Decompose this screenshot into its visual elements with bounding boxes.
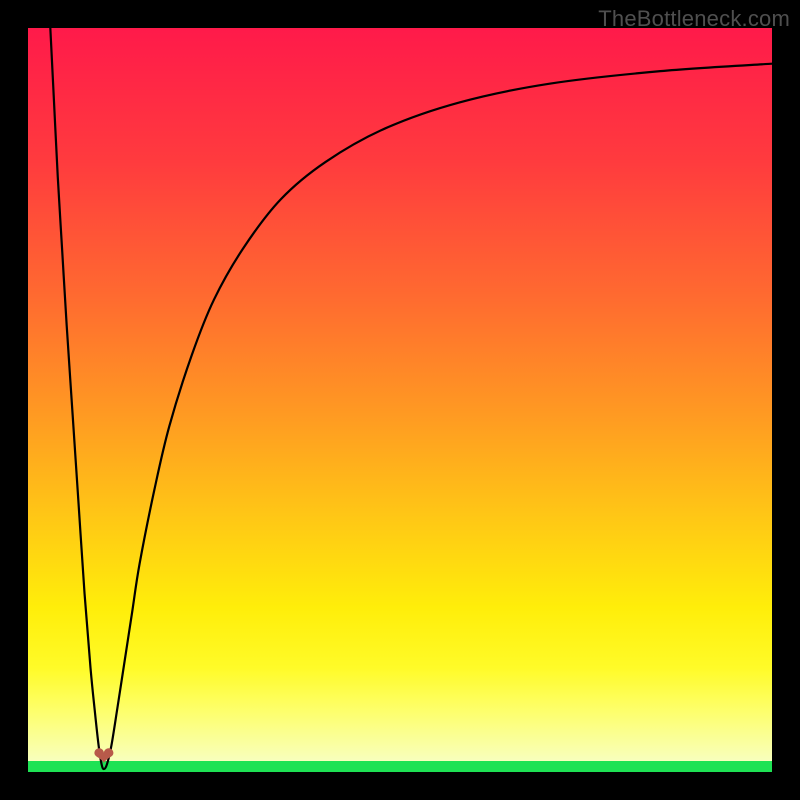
curve-line	[28, 28, 772, 772]
plot-area: ❤	[28, 28, 772, 772]
chart-root: TheBottleneck.com ❤	[0, 0, 800, 800]
minimum-marker-icon: ❤	[93, 744, 115, 770]
